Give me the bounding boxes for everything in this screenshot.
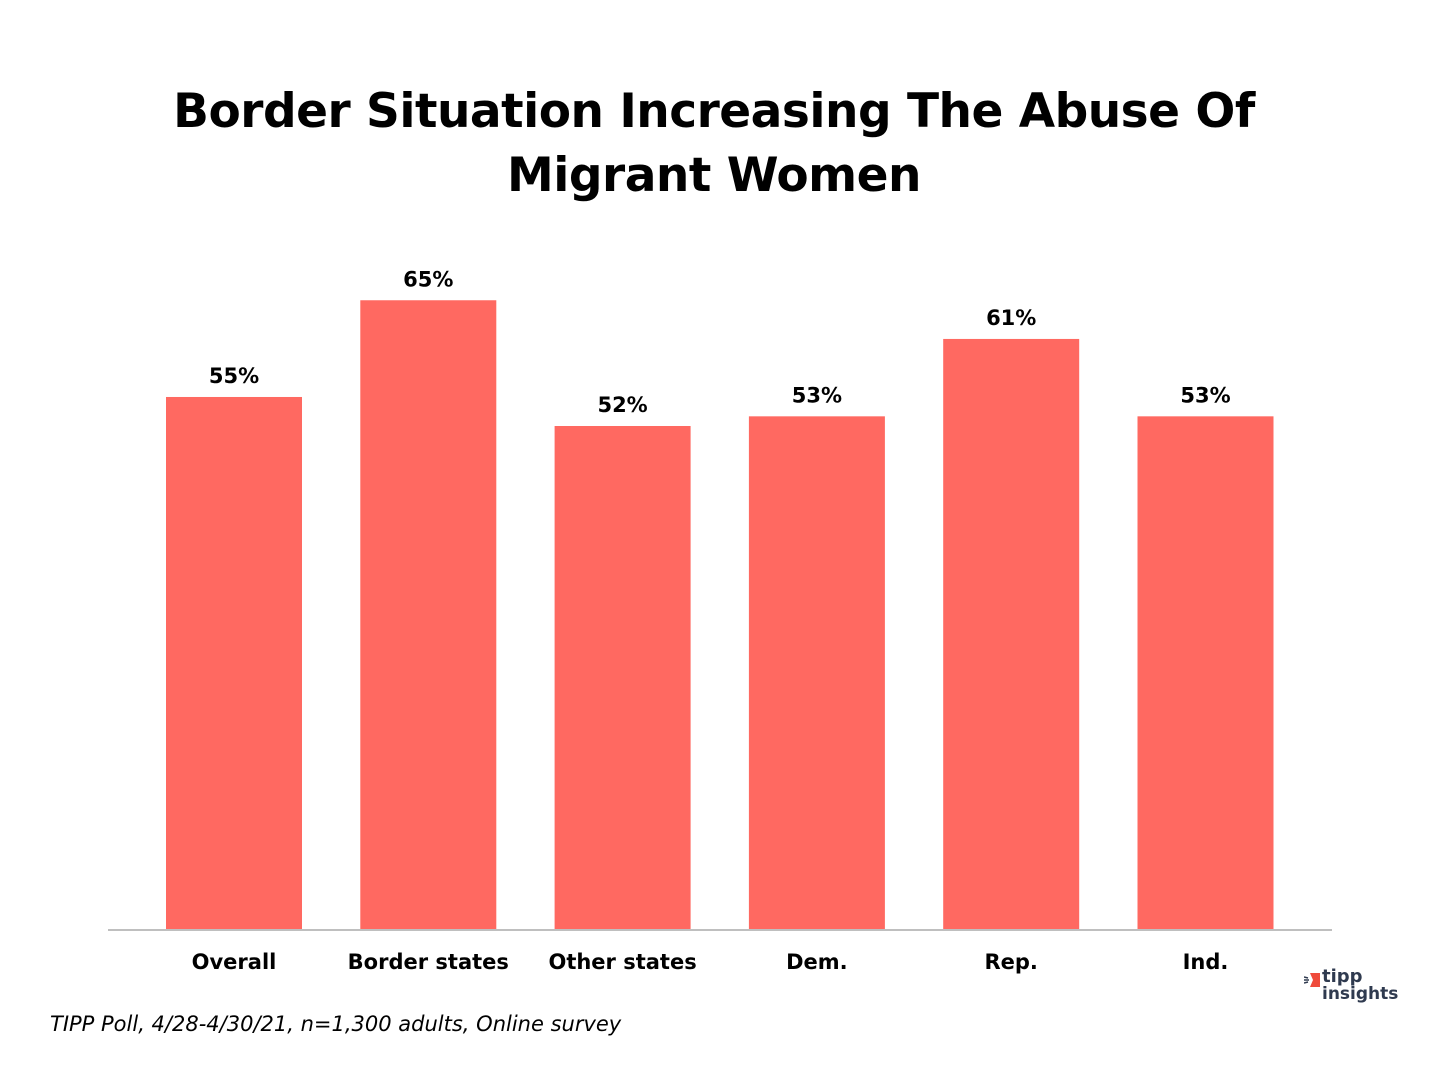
bar-5 <box>1137 416 1274 929</box>
bar-1 <box>360 300 497 929</box>
bar-2 <box>554 426 691 929</box>
chart-title: Border Situation Increasing The Abuse Of… <box>0 80 1428 208</box>
category-label-2: Other states <box>548 950 696 974</box>
bars-group <box>166 300 1274 929</box>
category-labels-group: Overall Border states Other states Dem. Rep.… <box>192 950 1229 974</box>
bar-3 <box>748 416 885 929</box>
value-labels-group: 55% 65% 52% 53% 61% 53% <box>209 267 1231 417</box>
logo-flag-icon <box>1304 973 1320 987</box>
value-label-4: 61% <box>986 306 1036 330</box>
logo-word-insights: insights <box>1322 984 1399 1004</box>
bar-0 <box>166 396 302 929</box>
category-label-4: Rep. <box>984 950 1037 974</box>
category-label-0: Overall <box>192 950 277 974</box>
logo-word-tipp: tipp <box>1322 966 1363 987</box>
chart-title-line-2: Migrant Women <box>507 148 921 203</box>
category-label-3: Dem. <box>786 950 848 974</box>
value-label-2: 52% <box>597 393 647 417</box>
category-label-1: Border states <box>348 950 509 974</box>
bar-4 <box>943 338 1080 929</box>
value-label-5: 53% <box>1180 383 1230 407</box>
value-label-1: 65% <box>403 267 453 291</box>
value-label-3: 53% <box>792 383 842 407</box>
category-label-5: Ind. <box>1183 950 1229 974</box>
tipp-insights-logo: tipp insights <box>1298 966 1408 1012</box>
value-label-0: 55% <box>209 364 259 388</box>
chart-title-line-1: Border Situation Increasing The Abuse Of <box>173 84 1255 139</box>
footnote-source: TIPP Poll, 4/28-4/30/21, n=1,300 adults,… <box>50 1012 622 1036</box>
